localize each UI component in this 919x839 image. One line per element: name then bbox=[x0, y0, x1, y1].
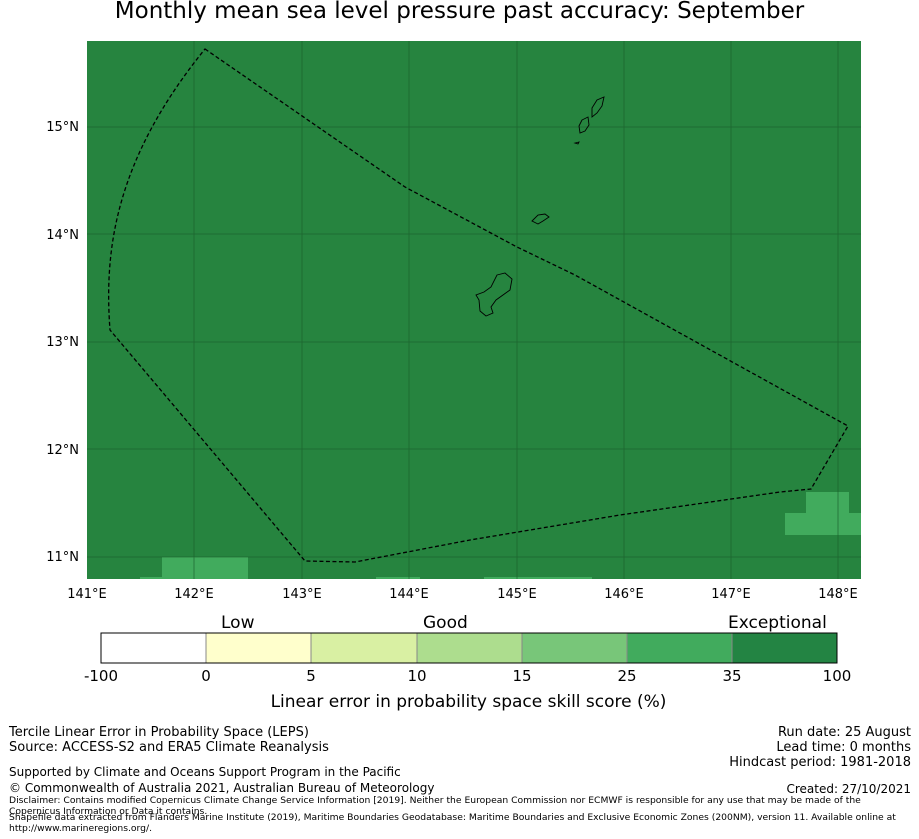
colorbar-swatch bbox=[417, 633, 522, 663]
gridlines bbox=[87, 41, 861, 579]
colorbar-tick: 0 bbox=[201, 667, 211, 685]
lon-tick-label: 143°E bbox=[282, 587, 322, 602]
colorbar bbox=[100, 632, 838, 664]
lat-tick-label: 11°N bbox=[46, 550, 79, 565]
hindcast-period-text: Hindcast period: 1981-2018 bbox=[729, 755, 911, 770]
lat-tick-label: 14°N bbox=[46, 228, 79, 243]
lon-tick-label: 142°E bbox=[174, 587, 214, 602]
map-background bbox=[87, 41, 861, 579]
colorbar-category-low: Low bbox=[221, 613, 255, 633]
colorbar-tick: 15 bbox=[512, 667, 532, 685]
eez-boundary bbox=[108, 48, 849, 563]
colorbar-title: Linear error in probability space skill … bbox=[270, 692, 667, 712]
run-date-text: Run date: 25 August bbox=[777, 725, 911, 740]
colorbar-tick: 5 bbox=[306, 667, 316, 685]
colorbar-category-exceptional: Exceptional bbox=[728, 613, 827, 633]
lat-tick-label: 15°N bbox=[46, 120, 79, 135]
skill-patch-east bbox=[785, 492, 861, 535]
island-aguijan bbox=[573, 141, 580, 145]
colorbar-outline bbox=[100, 632, 838, 664]
disclaimer-text: Disclaimer: Contains modified Copernicus… bbox=[9, 795, 861, 817]
colorbar-tick: -100 bbox=[83, 667, 119, 685]
lead-time-text: Lead time: 0 months bbox=[776, 740, 911, 755]
lat-tick-label: 13°N bbox=[46, 335, 79, 350]
colorbar-tick: 25 bbox=[617, 667, 637, 685]
lon-tick-label: 146°E bbox=[604, 587, 644, 602]
colorbar-tick: 10 bbox=[407, 667, 427, 685]
lon-tick-label: 148°E bbox=[818, 587, 858, 602]
created-date-text: Created: 27/10/2021 bbox=[786, 782, 911, 796]
method-text: Tercile Linear Error in Probability Spac… bbox=[9, 725, 309, 740]
source-text: Source: ACCESS-S2 and ERA5 Climate Reana… bbox=[9, 740, 329, 755]
colorbar-swatch bbox=[101, 633, 206, 663]
lon-tick-label: 141°E bbox=[67, 587, 107, 602]
colorbar-swatch bbox=[311, 633, 417, 663]
support-text: Supported by Climate and Oceans Support … bbox=[9, 765, 401, 779]
colorbar-swatch bbox=[522, 633, 627, 663]
colorbar-swatch bbox=[732, 633, 837, 663]
colorbar-tick: 35 bbox=[722, 667, 742, 685]
skill-patch-south bbox=[376, 577, 420, 579]
lon-tick-label: 145°E bbox=[497, 587, 537, 602]
map-figure: 141°E 142°E 143°E 144°E 145°E 146°E 147°… bbox=[46, 41, 861, 602]
island-tinian bbox=[578, 116, 590, 134]
lat-tick-label: 12°N bbox=[46, 443, 79, 458]
island-saipan bbox=[591, 96, 605, 118]
skill-patch-southwest bbox=[162, 557, 248, 579]
colorbar-category-good: Good bbox=[423, 613, 468, 633]
skill-patch-southwest-edge bbox=[140, 577, 162, 579]
skill-patch-south2 bbox=[484, 577, 592, 579]
colorbar-swatch bbox=[627, 633, 732, 663]
shapefile-credit-text: Shapefile data extracted from Flanders M… bbox=[9, 812, 896, 834]
island-rota bbox=[531, 213, 550, 225]
lon-tick-label: 147°E bbox=[711, 587, 751, 602]
lon-tick-label: 144°E bbox=[389, 587, 429, 602]
island-guam bbox=[475, 272, 513, 317]
islands bbox=[475, 96, 605, 317]
copyright-text: © Commonwealth of Australia 2021, Austra… bbox=[9, 781, 435, 795]
map-title: Monthly mean sea level pressure past acc… bbox=[114, 0, 805, 24]
colorbar-tick: 100 bbox=[822, 667, 852, 685]
colorbar-swatch bbox=[206, 633, 311, 663]
